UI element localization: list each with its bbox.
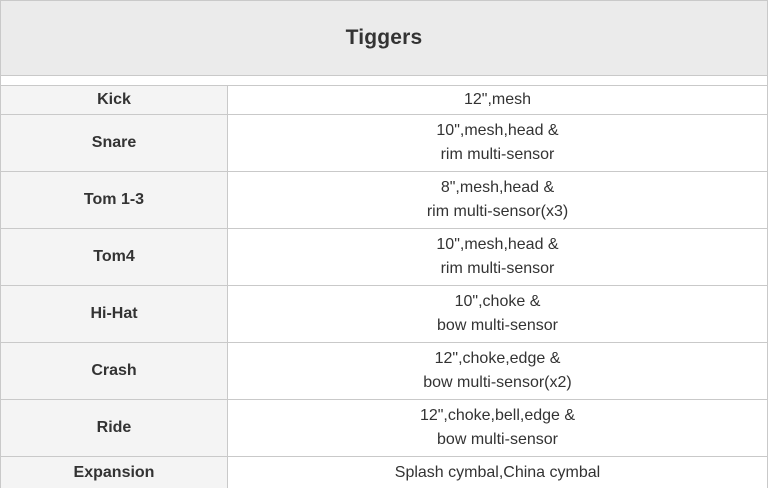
row-value: 12",choke,bell,edge & bow multi-sensor (228, 400, 767, 456)
row-label: Crash (1, 343, 228, 399)
row-value: 10",mesh,head & rim multi-sensor (228, 229, 767, 285)
table-body: Kick 12",mesh Snare 10",mesh,head & rim mul… (1, 86, 767, 488)
row-value: Splash cymbal,China cymbal (228, 457, 767, 488)
table-row: Crash 12",choke,edge & bow multi-sensor(x… (1, 343, 767, 400)
table-row: Expansion Splash cymbal,China cymbal (1, 457, 767, 488)
table-row: Hi-Hat 10",choke & bow multi-sensor (1, 286, 767, 343)
table-title: Tiggers (345, 26, 423, 49)
row-label: Tom4 (1, 229, 228, 285)
row-label: Kick (1, 86, 228, 114)
table-row: Ride 12",choke,bell,edge & bow multi-sens… (1, 400, 767, 457)
row-value: 12",choke,edge & bow multi-sensor(x2) (228, 343, 767, 399)
table-row: Tom 1-3 8",mesh,head & rim multi-sensor(x… (1, 172, 767, 229)
row-label: Ride (1, 400, 228, 456)
table-row: Tom4 10",mesh,head & rim multi-sensor (1, 229, 767, 286)
table-title-row: Tiggers (1, 1, 767, 76)
row-label: Snare (1, 115, 228, 171)
row-value: 10",mesh,head & rim multi-sensor (228, 115, 767, 171)
row-value: 10",choke & bow multi-sensor (228, 286, 767, 342)
row-value: 8",mesh,head & rim multi-sensor(x3) (228, 172, 767, 228)
row-value: 12",mesh (228, 86, 767, 114)
spacer-row (1, 76, 767, 86)
table-row: Snare 10",mesh,head & rim multi-sensor (1, 115, 767, 172)
row-label: Tom 1-3 (1, 172, 228, 228)
row-label: Hi-Hat (1, 286, 228, 342)
table-row: Kick 12",mesh (1, 86, 767, 115)
row-label: Expansion (1, 457, 228, 488)
